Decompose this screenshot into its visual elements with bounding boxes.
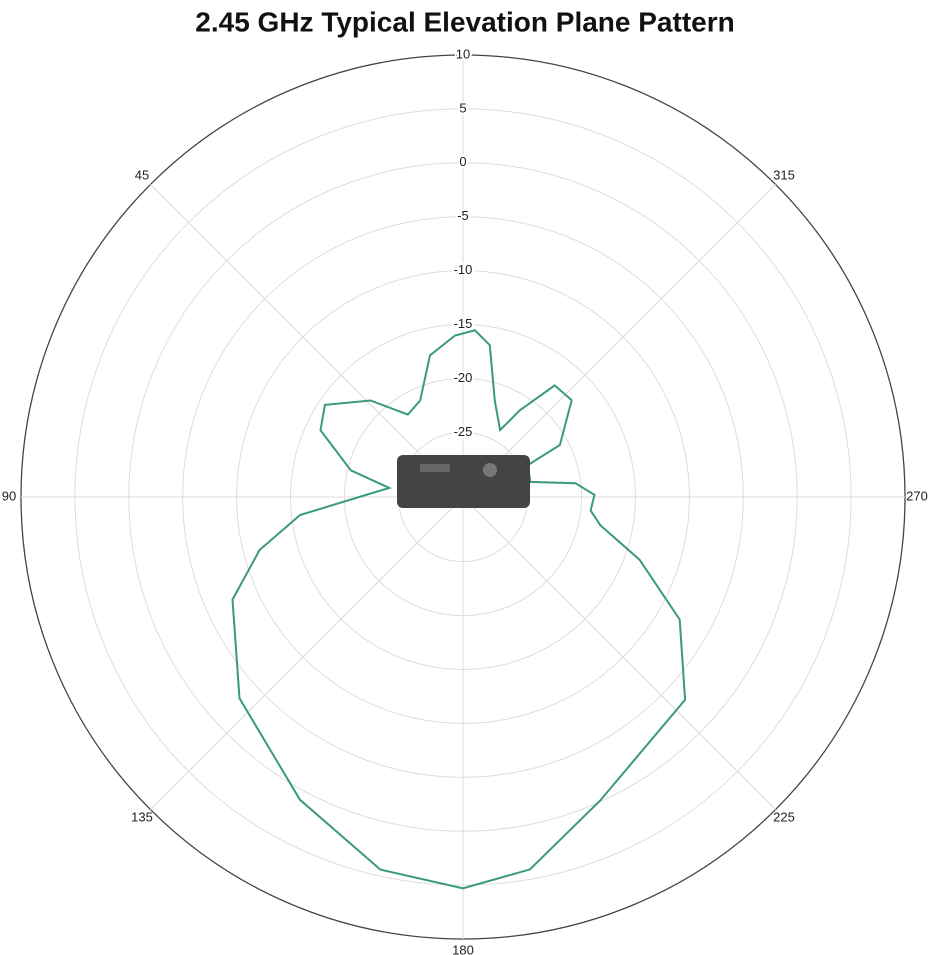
angle-tick-label: 315	[773, 167, 795, 182]
angle-tick-label: 225	[773, 809, 795, 824]
r-tick-label: -15	[454, 316, 473, 331]
angle-tick-label: 270	[906, 488, 928, 503]
chart-title: 2.45 GHz Typical Elevation Plane Pattern	[195, 6, 734, 37]
device	[397, 455, 530, 508]
r-tick-label: -20	[454, 370, 473, 385]
angle-tick-label: 45	[135, 167, 149, 182]
r-tick-label: 5	[459, 100, 466, 115]
r-tick-label: 0	[459, 154, 466, 169]
device-knob	[483, 463, 497, 477]
angle-tick-label: 180	[452, 942, 474, 955]
angle-tick-label: 135	[131, 809, 153, 824]
r-tick-label: -5	[457, 208, 469, 223]
device-detail	[420, 464, 450, 472]
r-tick-label: 10	[456, 46, 470, 61]
labels: -25 -20 -15 -10 -5 0 5 10 45 90 135 180 225 270 315	[2, 44, 928, 955]
curve-layer	[231, 329, 687, 890]
r-tick-label: -25	[454, 424, 473, 439]
pattern-line	[231, 329, 687, 890]
r-tick-label: -10	[454, 262, 473, 277]
device-body	[397, 455, 530, 508]
angle-tick-label: 90	[2, 488, 16, 503]
